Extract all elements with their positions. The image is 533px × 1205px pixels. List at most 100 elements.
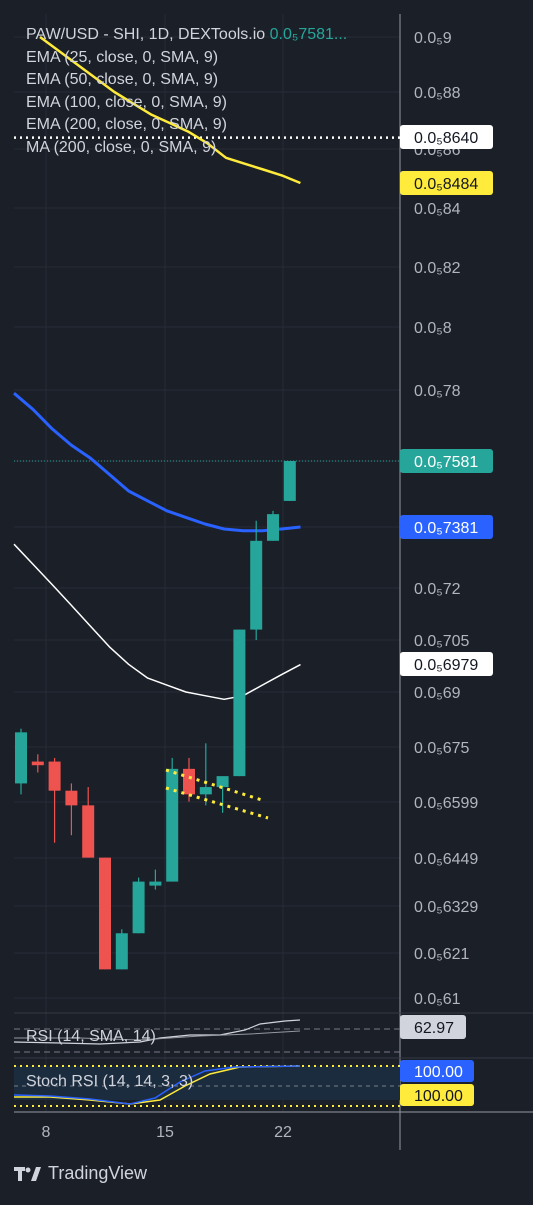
candle-body	[216, 776, 229, 788]
candle-body	[250, 540, 263, 630]
price-tag: 0.0₅7381	[400, 515, 493, 539]
price-tick-label: 0.0₅78	[414, 383, 461, 400]
stoch-band-fill	[14, 1066, 400, 1100]
candle-body	[267, 514, 279, 541]
candle	[216, 776, 229, 813]
price-tag-bg	[400, 515, 493, 539]
stoch-d-tag-label: 100.00	[414, 1088, 463, 1105]
time-axis: 8 15 22	[42, 1124, 292, 1141]
candle-body	[82, 805, 95, 858]
last-price-label: 0.0₅7581...	[269, 26, 348, 43]
candle-body	[283, 461, 296, 501]
ema-yellow-series	[39, 35, 301, 185]
price-tick-label: 0.0₅6599	[414, 795, 478, 812]
chart-legend: PAW/USD - SHI, 1D, DEXTools.io 0.0₅7581.…	[26, 24, 347, 159]
candle	[99, 857, 111, 970]
stoch-rsi-pane: 100.00 100.00	[13, 1060, 474, 1107]
rsi-label: RSI (14, SMA, 14)	[26, 1028, 156, 1045]
price-tag: 0.0₅7581	[400, 449, 493, 473]
price-tick-label: 0.0₅6449	[414, 851, 478, 868]
candle	[115, 929, 128, 970]
rsi-line	[13, 1019, 301, 1045]
tradingview-logo-icon	[14, 1165, 42, 1183]
price-tick-label: 0.0₅61	[414, 991, 461, 1008]
candle-body	[149, 881, 162, 886]
price-tag: 0.0₅6979	[400, 652, 493, 676]
candle-body	[233, 629, 246, 777]
stoch-k-tag-bg	[400, 1060, 474, 1082]
candles	[15, 461, 296, 970]
candle-body	[183, 768, 195, 795]
symbol-label: PAW/USD - SHI, 1D, DEXTools.io	[26, 26, 266, 43]
candle-body	[166, 768, 179, 882]
stoch-d-tag-bg	[400, 1084, 474, 1106]
tradingview-wordmark: TradingView	[48, 1163, 148, 1183]
rsi-sma-line	[14, 1030, 301, 1041]
price-tag-label: 0.0₅7581	[414, 454, 478, 471]
stoch-d-tag: 100.00	[400, 1084, 474, 1106]
legend-ema-200: EMA (200, close, 0, SMA, 9)	[26, 116, 227, 133]
candle-body	[48, 761, 61, 791]
candle	[82, 787, 95, 858]
price-tick-label: 0.0₅84	[414, 201, 461, 218]
candle	[283, 461, 296, 501]
price-tag-label: 0.0₅6979	[414, 657, 478, 674]
price-tick-label: 0.0₅69	[414, 685, 461, 702]
price-tag-label: 0.0₅8484	[414, 176, 478, 193]
candle	[15, 728, 27, 795]
price-axis-ticks: 0.0₅90.0₅880.0₅860.0₅840.0₅820.0₅80.0₅78…	[400, 30, 493, 1008]
price-tick-label: 0.0₅88	[414, 85, 461, 102]
candle-body	[15, 732, 27, 784]
stoch-d-line	[14, 1065, 301, 1105]
candle	[199, 743, 212, 806]
rsi-tag-label: 62.97	[414, 1020, 454, 1037]
price-tag-bg	[400, 125, 493, 149]
stoch-rsi-label: Stoch RSI (14, 14, 3, 3)	[26, 1073, 194, 1090]
ema-white-series	[13, 543, 301, 701]
candle-body	[65, 790, 78, 806]
price-tag-bg	[400, 171, 493, 195]
candle	[31, 754, 44, 773]
price-tick-label: 0.0₅8	[414, 320, 452, 337]
rsi-pane: 62.97	[13, 1015, 466, 1053]
time-tick-label: 22	[274, 1124, 292, 1141]
flag-lower-line	[165, 786, 269, 820]
price-tag-label: 0.0₅7381	[414, 520, 478, 537]
time-tick-label: 15	[156, 1124, 174, 1141]
legend-ema-25: EMA (25, close, 0, SMA, 9)	[26, 48, 219, 66]
candle	[250, 520, 263, 640]
price-tick-label: 0.0₅72	[414, 581, 461, 598]
rsi-value-tag: 62.97	[400, 1015, 466, 1039]
legend-symbol-row: PAW/USD - SHI, 1D, DEXTools.io 0.0₅7581.…	[26, 24, 347, 47]
time-tick-label: 8	[42, 1124, 51, 1141]
candle-body	[199, 787, 212, 795]
candle-body	[99, 857, 111, 970]
candle	[183, 757, 195, 802]
price-tick-label: 0.0₅675	[414, 740, 469, 757]
candle-body	[31, 761, 44, 766]
legend-ema-50: EMA (50, close, 0, SMA, 9)	[26, 71, 219, 88]
candle	[233, 629, 246, 777]
candle	[166, 757, 179, 882]
legend-ma-200: MA (200, close, 0, SMA, 9)	[26, 138, 217, 156]
stoch-k-tag-label: 100.00	[414, 1064, 463, 1081]
price-tag: 0.0₅8640	[400, 125, 493, 149]
legend-ema-100: EMA (100, close, 0, SMA, 9)	[26, 93, 227, 111]
candle	[132, 877, 145, 934]
candle-body	[132, 881, 145, 934]
price-tag-bg	[400, 449, 493, 473]
candle	[267, 510, 279, 541]
candle	[65, 783, 78, 836]
price-tag-label: 0.0₅8640	[414, 130, 478, 147]
candle	[149, 869, 162, 890]
price-tick-label: 0.0₅9	[414, 30, 452, 47]
price-tick-label: 0.0₅621	[414, 946, 469, 963]
tradingview-brand[interactable]: TradingView	[14, 1163, 147, 1184]
price-tag: 0.0₅8484	[400, 171, 493, 195]
price-tick-label: 0.0₅82	[414, 260, 461, 277]
candle-body	[115, 933, 128, 970]
flag-pattern	[165, 768, 269, 820]
grid-lines	[14, 14, 400, 1112]
